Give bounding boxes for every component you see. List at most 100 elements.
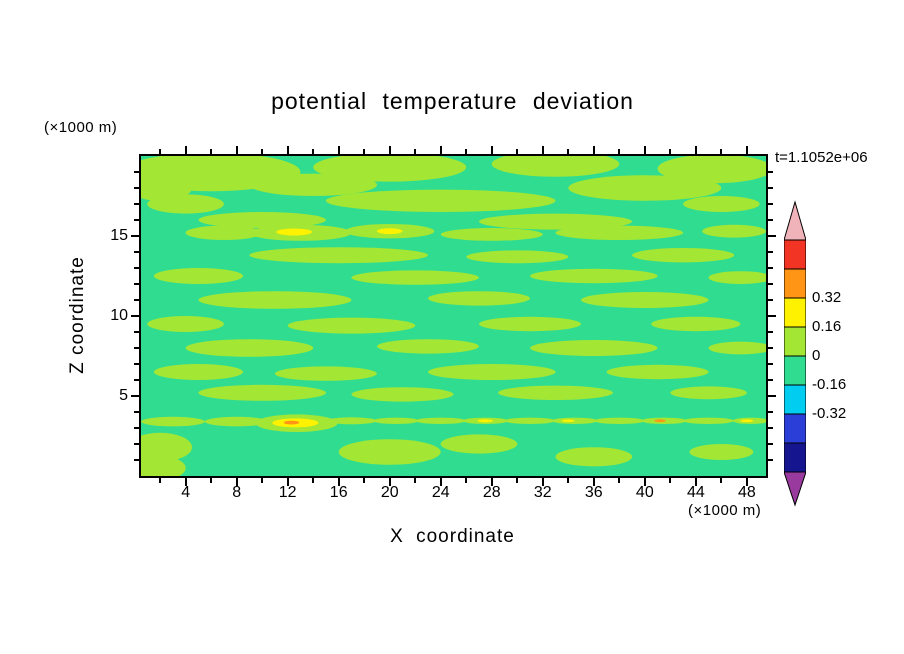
colorbar-segment	[784, 384, 806, 415]
contour-blob	[141, 416, 205, 427]
contour-blob	[555, 447, 633, 467]
contour-blob	[440, 434, 518, 454]
x-minor-tick	[669, 478, 672, 483]
contour-blob	[198, 212, 326, 228]
z-minor-tick	[768, 219, 773, 221]
z-minor-tick	[768, 379, 773, 381]
x-tick-label: 48	[737, 484, 756, 501]
contour-blob	[326, 417, 377, 425]
contour-blob	[568, 175, 722, 201]
z-minor-tick	[768, 459, 773, 461]
contour-blob	[504, 417, 556, 424]
z-axis-title: Z coordinate	[67, 256, 88, 374]
z-minor-tick	[768, 427, 773, 429]
z-minor-tick	[768, 171, 773, 173]
x-minor-tick	[363, 478, 366, 483]
contour-blob	[657, 156, 766, 184]
contour-blob	[141, 453, 186, 476]
z-minor-tick	[768, 267, 773, 269]
contour-blob	[740, 419, 754, 423]
contour-blob	[147, 316, 224, 332]
contour-blob	[249, 173, 377, 196]
x-minor-tick	[618, 478, 621, 483]
x-tick-label: 44	[686, 484, 705, 501]
x-major-tick	[694, 478, 697, 486]
contour-blob	[654, 419, 666, 423]
z-axis-unit-label: (×1000 m)	[44, 119, 118, 136]
x-axis-title: X coordinate	[390, 526, 515, 547]
z-minor-tick	[768, 283, 773, 285]
z-minor-tick	[768, 347, 773, 349]
x-major-tick	[694, 146, 697, 154]
contour-blob	[325, 189, 556, 212]
x-minor-tick	[720, 478, 723, 483]
x-major-tick	[592, 146, 595, 154]
colorbar-label: -0.32	[812, 405, 847, 422]
x-tick-label: 12	[278, 484, 297, 501]
contour-blob	[373, 417, 420, 424]
z-major-tick	[131, 315, 139, 317]
z-tick-label: 15	[110, 227, 128, 244]
contour-blob	[593, 417, 645, 424]
colorbar-label: 0.32	[812, 289, 842, 306]
x-major-tick	[541, 146, 544, 154]
contour-blob	[581, 292, 709, 308]
z-major-tick	[131, 395, 139, 397]
x-major-tick	[643, 478, 646, 486]
z-minor-tick	[768, 203, 773, 205]
x-major-tick	[388, 478, 391, 486]
contour-blob	[606, 364, 709, 380]
contour-blob	[555, 225, 684, 240]
x-axis-unit-label: (×1000 m)	[688, 502, 762, 519]
x-tick-label: 16	[329, 484, 348, 501]
contour-blob	[338, 439, 441, 465]
contour-blob	[498, 385, 613, 400]
contour-blob	[702, 224, 766, 238]
x-tick-label: 40	[635, 484, 654, 501]
x-minor-tick	[567, 478, 570, 483]
x-major-tick	[745, 478, 748, 486]
x-tick-label: 8	[232, 484, 242, 501]
contour-blob	[198, 291, 352, 309]
contour-blob	[147, 194, 224, 214]
x-tick-label: 20	[380, 484, 399, 501]
contour-blob	[274, 366, 377, 381]
contour-blob	[477, 419, 494, 423]
z-minor-tick	[768, 411, 773, 413]
colorbar-segment	[784, 442, 806, 473]
colorbar-segment	[784, 355, 806, 386]
x-minor-tick	[312, 478, 315, 483]
colorbar-segment	[784, 413, 806, 444]
contour-blob	[428, 291, 530, 306]
contour-blob	[561, 419, 575, 423]
z-major-tick	[768, 315, 776, 317]
contour-blob	[632, 248, 735, 263]
colorbar-segment	[784, 239, 806, 270]
contour-blob	[141, 175, 192, 201]
x-tick-label: 32	[533, 484, 552, 501]
z-minor-tick	[768, 251, 773, 253]
colorbar-segment	[784, 268, 806, 299]
contour-blob	[683, 417, 735, 424]
z-major-tick	[131, 235, 139, 237]
z-major-tick	[768, 235, 776, 237]
x-major-tick	[286, 478, 289, 486]
contour-blob	[249, 247, 428, 264]
x-major-tick	[745, 146, 748, 154]
x-tick-label: 24	[431, 484, 450, 501]
x-major-tick	[490, 478, 493, 486]
z-minor-tick	[768, 299, 773, 301]
x-major-tick	[235, 478, 238, 486]
colorbar-label: 0	[812, 347, 821, 364]
contour-blob	[479, 213, 632, 230]
x-tick-label: 28	[482, 484, 501, 501]
colorbar-segment	[784, 326, 806, 357]
contour-field	[141, 156, 766, 476]
contour-blob	[376, 228, 403, 235]
colorbar-segment	[784, 297, 806, 328]
contour-blob	[491, 156, 620, 177]
contour-blob	[185, 225, 263, 240]
contour-blob	[428, 364, 556, 380]
x-major-tick	[388, 146, 391, 154]
x-major-tick	[184, 146, 187, 154]
